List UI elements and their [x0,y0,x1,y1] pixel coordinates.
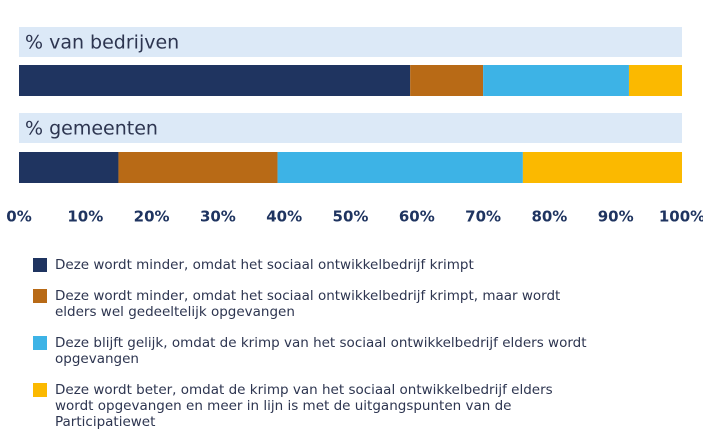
bar-segment [19,152,119,183]
x-tick-label: 90% [598,208,634,226]
x-tick-label: 10% [67,208,103,226]
bar-segment [19,65,411,96]
chart: % van bedrijven % gemeenten 0% 10% 20% 30% 40%… [6,27,703,226]
x-tick-label: 20% [134,208,170,226]
x-tick-label: 0% [6,208,31,226]
legend-label: Deze blijft gelijk, omdat de krimp van h… [55,335,587,367]
category-band [19,113,682,143]
legend-swatch [33,258,47,272]
x-tick-label: 50% [333,208,369,226]
x-tick-label: 30% [200,208,236,226]
legend-item: Deze wordt beter, omdat de krimp van het… [33,382,593,430]
bar-segment [410,65,484,96]
legend-item: Deze wordt minder, omdat het sociaal ont… [33,257,593,273]
x-tick-label: 100% [659,208,703,226]
legend-label: Deze wordt beter, omdat de krimp van het… [55,382,553,430]
x-tick-label: 40% [266,208,302,226]
legend-item: Deze blijft gelijk, omdat de krimp van h… [33,335,593,367]
category-label: % van bedrijven [25,32,179,54]
category-label: % gemeenten [25,118,158,140]
legend-item: Deze wordt minder, omdat het sociaal ont… [33,288,593,320]
x-tick-label: 80% [531,208,567,226]
bar-segment [277,152,523,183]
x-tick-label: 70% [465,208,501,226]
legend-swatch [33,289,47,303]
legend-label: Deze wordt minder, omdat het sociaal ont… [55,288,561,320]
legend-swatch [33,336,47,350]
bar-segment [118,152,278,183]
bar-segment [628,65,682,96]
x-tick-label: 60% [399,208,435,226]
bar-segment [483,65,629,96]
legend: Deze wordt minder, omdat het sociaal ont… [33,257,593,445]
category-band [19,27,682,57]
bar-segment [522,152,682,183]
legend-label: Deze wordt minder, omdat het sociaal ont… [55,257,474,273]
legend-swatch [33,383,47,397]
